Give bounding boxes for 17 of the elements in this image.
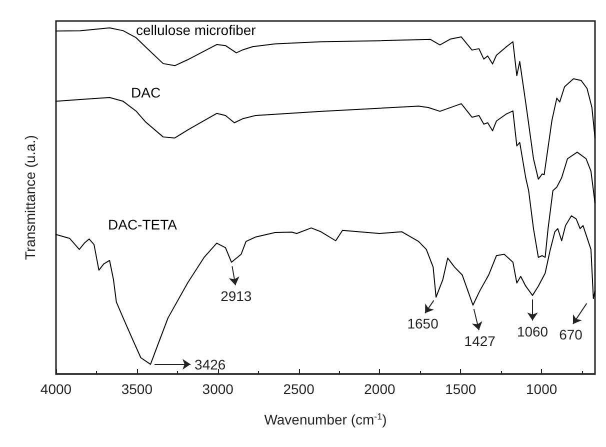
y-axis-title: Transmittance (u.a.) <box>22 135 38 260</box>
x-tick-label: 4000 <box>40 381 72 397</box>
annotation: 3426 <box>194 356 226 372</box>
annotation: 2913 <box>220 288 252 304</box>
x-tick-label: 3000 <box>202 381 234 397</box>
series-label: DAC <box>131 84 161 100</box>
x-tick-label: 2500 <box>283 381 315 397</box>
series-label: cellulose microfiber <box>136 22 256 38</box>
x-tick-label: 3500 <box>121 381 153 397</box>
x-tick-label: 1000 <box>526 381 558 397</box>
annotation: 1060 <box>516 323 548 340</box>
x-tick-label: 2000 <box>364 381 396 397</box>
x-tick-label: 1500 <box>445 381 476 397</box>
annotation: 1427 <box>464 333 496 350</box>
series-label: DAC-TETA <box>108 216 178 233</box>
annotation: 1650 <box>407 315 439 332</box>
annotation: 670 <box>559 326 583 342</box>
